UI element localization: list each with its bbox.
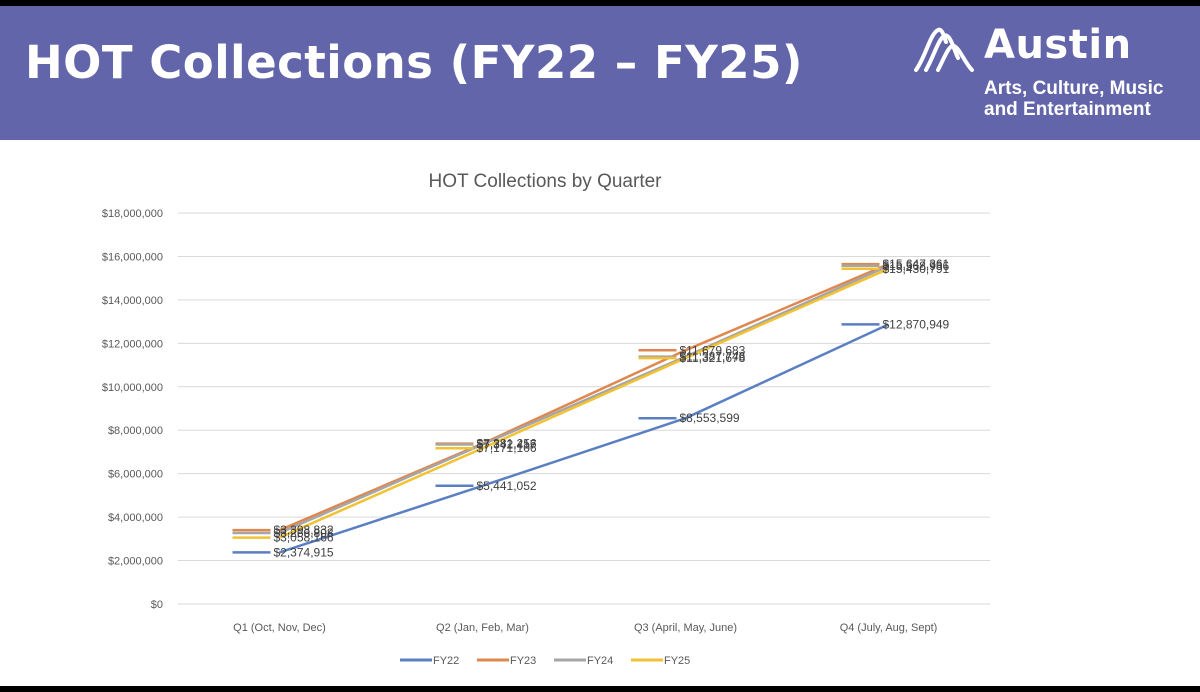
data-label: $12,870,949	[883, 317, 950, 331]
bottom-bar	[0, 686, 1200, 692]
y-tick-label: $18,000,000	[102, 208, 163, 220]
legend-label: FY25	[664, 655, 690, 667]
data-label: $3,058,166	[274, 531, 334, 545]
slide: HOT Collections (FY22 – FY25) Austin Art…	[0, 6, 1200, 686]
series-line-fy22	[280, 324, 889, 552]
data-label: $7,171,106	[477, 441, 537, 455]
data-label: $5,441,052	[477, 479, 537, 493]
line-chart: HOT Collections by Quarter $0 $2,000,000 $…	[0, 6, 1200, 686]
y-tick-label: $0	[151, 599, 163, 611]
y-tick-label: $4,000,000	[108, 512, 163, 524]
y-tick-label: $6,000,000	[108, 469, 163, 481]
chart-title: HOT Collections by Quarter	[428, 171, 662, 192]
y-tick-label: $16,000,000	[102, 251, 163, 263]
data-label: $15,430,791	[883, 262, 950, 276]
x-tick-label: Q4 (July, Aug, Sept)	[840, 622, 938, 634]
legend-label: FY22	[433, 655, 459, 667]
data-label: $8,553,599	[680, 411, 740, 425]
y-tick-label: $8,000,000	[108, 425, 163, 437]
x-tick-label: Q1 (Oct, Nov, Dec)	[233, 622, 326, 634]
legend-label: FY24	[587, 655, 613, 667]
series-line-fy24	[280, 266, 889, 533]
data-label: $2,374,915	[274, 545, 334, 559]
legend-label: FY23	[510, 655, 536, 667]
y-tick-label: $2,000,000	[108, 556, 163, 568]
y-tick-label: $10,000,000	[102, 382, 163, 394]
series-line-fy25	[280, 269, 889, 538]
y-tick-label: $14,000,000	[102, 295, 163, 307]
x-tick-label: Q3 (April, May, June)	[634, 622, 737, 634]
y-tick-label: $12,000,000	[102, 338, 163, 350]
series-line-fy23	[280, 264, 889, 530]
x-tick-label: Q2 (Jan, Feb, Mar)	[436, 622, 529, 634]
data-label: $11,321,678	[680, 351, 746, 365]
